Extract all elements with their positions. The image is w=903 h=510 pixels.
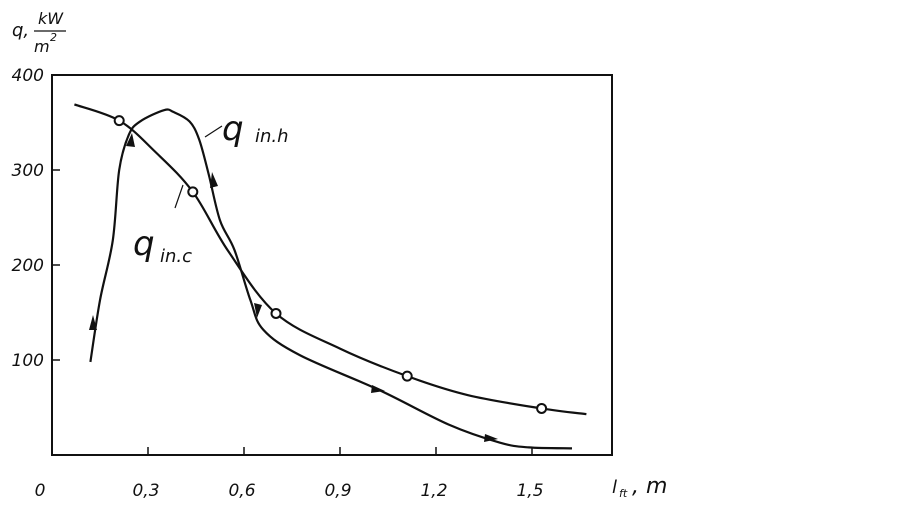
data-point <box>113 115 125 127</box>
data-point <box>270 307 282 319</box>
y-label-exponent: 2 <box>50 31 57 44</box>
x-tick-label: 1,5 <box>516 481 543 501</box>
y-label-symbol: q, <box>12 20 29 41</box>
data-point <box>401 370 413 382</box>
series-line <box>89 108 573 450</box>
y-label-denominator: m <box>34 37 50 56</box>
label-in-c: q in.c <box>133 184 192 267</box>
series-label-subscript: in.h <box>255 126 289 147</box>
label-in-h: q in.h <box>204 109 289 149</box>
x-label-symbol: l <box>612 477 617 498</box>
x-label-unit: , m <box>632 474 667 499</box>
y-tick-label: 300 <box>12 161 44 181</box>
x-tick-label: 0,9 <box>324 481 351 501</box>
arrow <box>254 303 262 318</box>
x-label-subscript: ft <box>619 487 628 500</box>
series-label: q <box>133 224 155 264</box>
y-axis-label: q, kW m 2 <box>12 9 66 56</box>
leader-line <box>204 125 223 138</box>
x-tick-label: 0,6 <box>228 481 255 501</box>
arrow <box>126 133 135 147</box>
x-tick-label: 0 <box>35 481 46 501</box>
direction-arrows <box>89 133 498 442</box>
x-tick-label: 0,3 <box>132 481 159 501</box>
y-tick-label: 200 <box>12 256 44 276</box>
leader-line <box>174 184 184 209</box>
series-label-subscript: in.c <box>160 246 192 267</box>
series-label: q <box>222 109 244 149</box>
data-point <box>536 402 548 414</box>
x-axis-label: l ft , m <box>612 474 667 500</box>
y-label-numerator: kW <box>38 9 64 28</box>
y-tick-label: 400 <box>12 66 44 86</box>
y-tick-label: 100 <box>12 351 44 371</box>
data-point <box>187 186 199 198</box>
x-tick-label: 1,2 <box>420 481 447 501</box>
